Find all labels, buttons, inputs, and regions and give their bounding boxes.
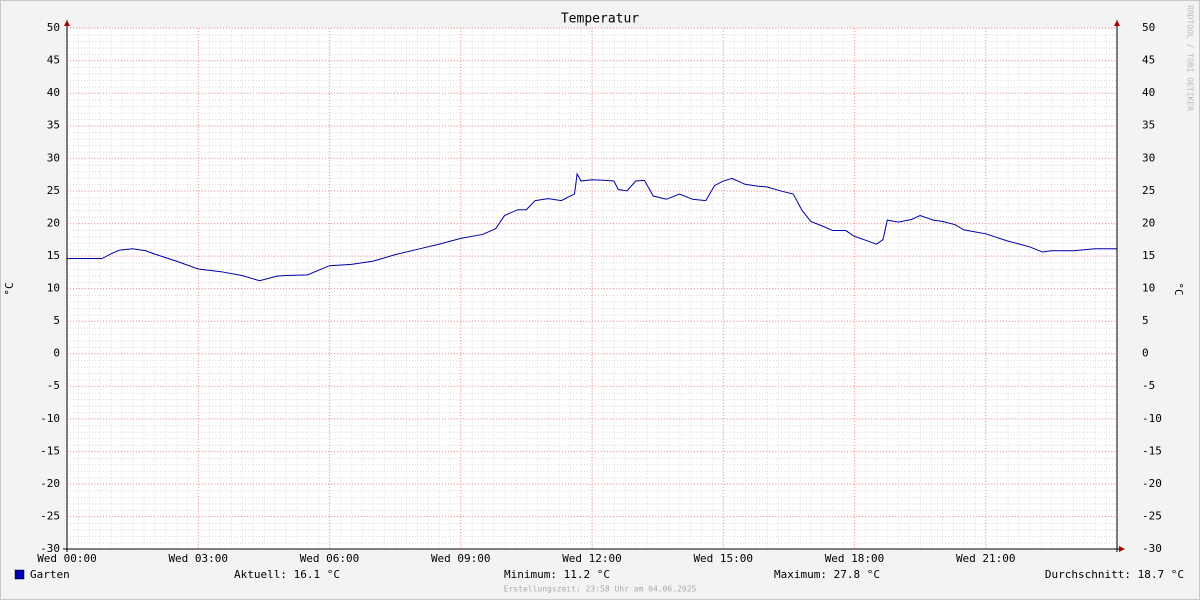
- y2-tick-label: 45: [1142, 54, 1155, 67]
- stat-text: Durchschnitt: 18.7 °C: [1045, 568, 1184, 581]
- y2-tick-label: 40: [1142, 86, 1155, 99]
- y-tick-label: -10: [40, 412, 60, 425]
- y-tick-label: 30: [47, 151, 60, 164]
- y-tick-label: 5: [53, 314, 60, 327]
- y2-tick-label: 20: [1142, 216, 1155, 229]
- y-tick-label: -30: [40, 542, 60, 555]
- y2-tick-label: 50: [1142, 21, 1155, 34]
- y2-tick-label: -5: [1142, 379, 1155, 392]
- y2-tick-label: -30: [1142, 542, 1162, 555]
- x-tick-label: Wed 06:00: [300, 552, 360, 565]
- y2-tick-label: 25: [1142, 184, 1155, 197]
- y-tick-label: -25: [40, 509, 60, 522]
- y-tick-label: -5: [47, 379, 60, 392]
- data-line: [67, 172, 1117, 282]
- y-axis-label: °C: [3, 282, 16, 295]
- y2-tick-label: -10: [1142, 412, 1162, 425]
- x-tick-label: Wed 21:00: [956, 552, 1016, 565]
- x-tick-label: Wed 00:00: [37, 552, 97, 565]
- y-tick-label: -15: [40, 444, 60, 457]
- x-tick-label: Wed 18:00: [825, 552, 885, 565]
- stat-text: Maximum: 27.8 °C: [774, 568, 880, 581]
- y-tick-label: 25: [47, 184, 60, 197]
- y-tick-label: 15: [47, 249, 60, 262]
- y2-tick-label: -20: [1142, 477, 1162, 490]
- y2-tick-label: 10: [1142, 282, 1155, 295]
- y2-tick-label: 5: [1142, 314, 1149, 327]
- legend-label: Garten: [30, 568, 70, 581]
- stat-text: Minimum: 11.2 °C: [504, 568, 610, 581]
- y-tick-label: -20: [40, 477, 60, 490]
- y2-tick-label: 15: [1142, 249, 1155, 262]
- stat-text: Aktuell: 16.1 °C: [234, 568, 340, 581]
- x-tick-label: Wed 12:00: [562, 552, 622, 565]
- y2-tick-label: 30: [1142, 151, 1155, 164]
- x-tick-label: Wed 09:00: [431, 552, 491, 565]
- y-tick-label: 20: [47, 216, 60, 229]
- y-tick-label: 0: [53, 347, 60, 360]
- y2-tick-label: -15: [1142, 444, 1162, 457]
- y2-axis-label: °C: [1172, 282, 1185, 295]
- y-tick-label: 10: [47, 282, 60, 295]
- plot: [66, 27, 1117, 550]
- y2-tick-label: 0: [1142, 347, 1149, 360]
- x-tick-label: Wed 15:00: [693, 552, 753, 565]
- chart-title: Temperatur: [561, 12, 639, 27]
- y2-tick-label: 35: [1142, 119, 1155, 132]
- y-tick-label: 50: [47, 21, 60, 34]
- y-tick-label: 45: [47, 54, 60, 67]
- footer: Erstellungszeit: 23:58 Uhr am 04.06.2025: [504, 585, 697, 594]
- y-tick-label: 40: [47, 86, 60, 99]
- x-tick-label: Wed 03:00: [168, 552, 228, 565]
- watermark: RRDTOOL / TOBI OETIKER: [1186, 5, 1195, 111]
- legend-swatch: [14, 569, 25, 580]
- y2-tick-label: -25: [1142, 509, 1162, 522]
- y-tick-label: 35: [47, 119, 60, 132]
